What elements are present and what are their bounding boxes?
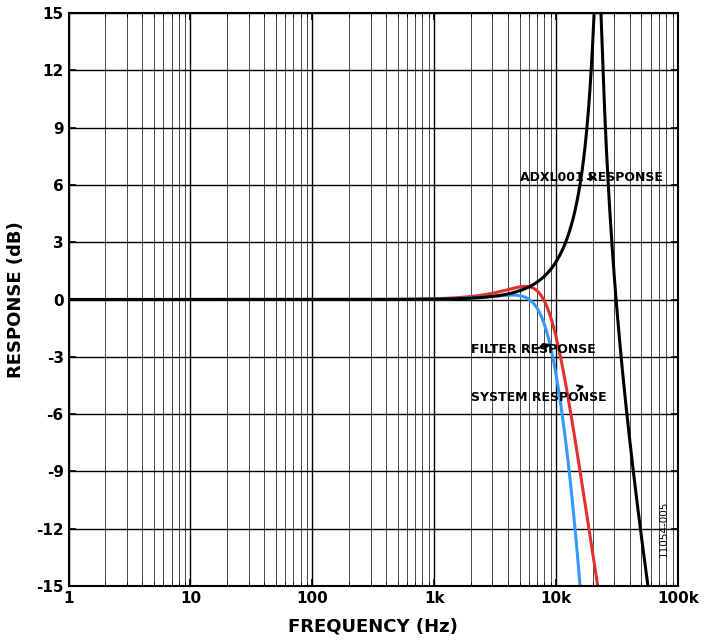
Text: SYSTEM RESPONSE: SYSTEM RESPONSE [471,385,606,404]
X-axis label: FREQUENCY (Hz): FREQUENCY (Hz) [288,617,458,635]
Y-axis label: RESPONSE (dB): RESPONSE (dB) [7,221,25,378]
Text: FILTER RESPONSE: FILTER RESPONSE [471,343,596,356]
Text: 11054-005: 11054-005 [659,501,669,557]
Text: ADXL001 RESPONSE: ADXL001 RESPONSE [520,171,662,184]
